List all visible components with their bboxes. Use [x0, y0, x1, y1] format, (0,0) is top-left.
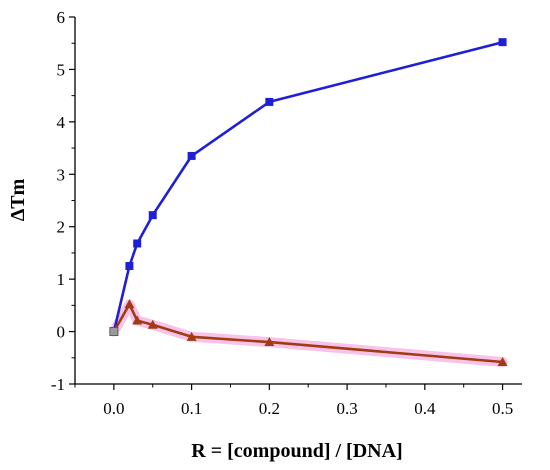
- y-tick-label: 5: [57, 60, 66, 79]
- series-1-point: [133, 239, 142, 248]
- series-2-point: [132, 315, 143, 325]
- axes: [69, 16, 522, 390]
- x-tick-label: 0.3: [336, 399, 357, 418]
- x-tick-label: 0.5: [492, 399, 513, 418]
- x-tick-label: 0.2: [259, 399, 280, 418]
- y-tick-label: 1: [57, 270, 66, 289]
- error-bands: [108, 299, 508, 367]
- series-2-error-band: [108, 299, 508, 367]
- series-2-point: [147, 319, 158, 329]
- x-tick-label: 0.4: [414, 399, 436, 418]
- y-tick-label: 3: [57, 165, 66, 184]
- tick-labels: -1 0 1 2 3 4 5 6 0.0 0.1 0.2 0.3 0.4 0.5: [51, 8, 513, 418]
- series-1-point: [125, 262, 134, 271]
- series-2-point: [264, 337, 275, 347]
- series-1-point: [498, 38, 507, 47]
- series-1-point: [265, 97, 274, 106]
- y-tick-label: 2: [57, 218, 66, 237]
- series-2-point: [186, 331, 197, 341]
- series-1-line: [112, 40, 503, 332]
- series-2-point: [497, 356, 508, 366]
- series-2-point: [124, 299, 135, 309]
- series-2-point: [109, 327, 119, 336]
- x-tick-label: 0.1: [181, 399, 202, 418]
- y-tick-label: 6: [57, 8, 66, 27]
- x-axis-title: R = [compound] / [DNA]: [191, 440, 402, 462]
- y-tick-label: -1: [51, 375, 65, 394]
- y-tick-label: 0: [57, 323, 66, 342]
- y-tick-label: 4: [57, 113, 66, 132]
- series: [109, 38, 508, 366]
- series-1-point: [148, 211, 157, 220]
- y-axis-title: ΔTm: [7, 178, 29, 221]
- series-1-point: [187, 151, 196, 160]
- x-tick-label: 0.0: [103, 399, 124, 418]
